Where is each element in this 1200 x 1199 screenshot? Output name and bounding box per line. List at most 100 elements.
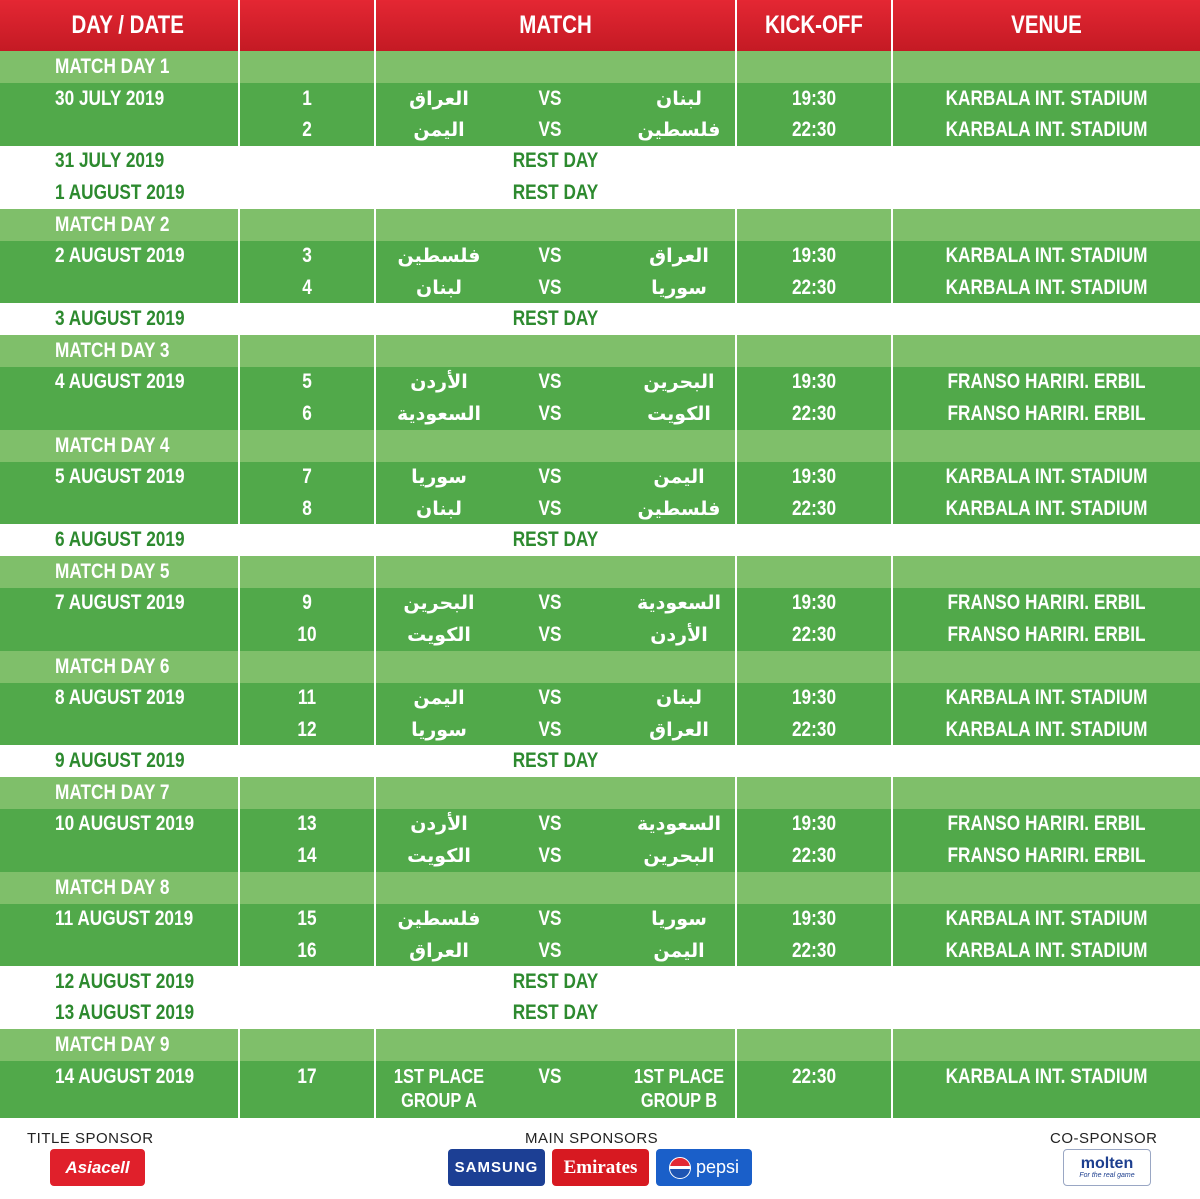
kickoff-time: 19:30 — [791, 86, 837, 110]
vs-label: VS — [538, 370, 562, 394]
column-divider — [891, 1061, 893, 1125]
column-divider — [891, 51, 893, 83]
molten-logo: molten For the real game — [1063, 1149, 1151, 1186]
team-home: لبنان — [656, 687, 702, 710]
column-divider — [735, 776, 737, 809]
column-divider — [735, 461, 737, 493]
team-away: سوريا — [411, 718, 467, 741]
column-divider — [374, 555, 376, 588]
match-date: 10 AUGUST 2019 — [55, 812, 195, 836]
team-home: السعودية — [636, 592, 722, 615]
match-day-row: MATCH DAY 4 — [0, 429, 1200, 462]
column-divider — [891, 493, 893, 525]
match-day-row: MATCH DAY 9 — [0, 1029, 1200, 1062]
column-divider — [374, 240, 376, 272]
vs-label: VS — [538, 622, 562, 646]
column-divider — [374, 935, 376, 967]
team-home: العراق — [649, 245, 709, 268]
header-day-date: DAY / DATE — [0, 0, 238, 51]
column-divider — [238, 51, 240, 83]
match-day-row: MATCH DAY 2 — [0, 208, 1200, 241]
column-divider — [238, 840, 240, 872]
column-divider — [735, 83, 737, 115]
kickoff-time: 19:30 — [791, 370, 837, 394]
team-home: 1ST PLACE GROUP B — [633, 1066, 725, 1113]
column-divider — [735, 493, 737, 525]
molten-tagline: For the real game — [1079, 1172, 1135, 1179]
column-divider — [374, 83, 376, 115]
column-divider — [735, 555, 737, 588]
match-number: 3 — [302, 244, 312, 268]
column-divider — [374, 840, 376, 872]
header-match: MATCH — [376, 0, 735, 51]
column-divider — [238, 240, 240, 272]
column-divider — [735, 682, 737, 714]
venue-name: KARBALA INT. STADIUM — [945, 938, 1148, 962]
team-away: العراق — [409, 87, 469, 110]
column-divider — [238, 461, 240, 493]
kickoff-time: 19:30 — [791, 591, 837, 615]
team-home: فلسطين — [637, 119, 721, 142]
column-divider — [891, 461, 893, 493]
column-divider — [238, 776, 240, 809]
rest-day-label: REST DAY — [512, 149, 599, 173]
venue-name: KARBALA INT. STADIUM — [945, 275, 1148, 299]
column-divider — [374, 366, 376, 399]
header-kickoff-label: KICK-OFF — [765, 11, 863, 39]
vs-label: VS — [538, 843, 562, 867]
molten-logo-text: molten — [1080, 1155, 1134, 1172]
header-day-date-label: DAY / DATE — [71, 11, 184, 39]
emirates-logo-text: Emirates — [563, 1156, 638, 1178]
match-number: 9 — [302, 591, 312, 615]
kickoff-time: 19:30 — [791, 686, 837, 710]
column-divider — [735, 808, 737, 841]
column-divider — [735, 619, 737, 651]
column-divider — [891, 587, 893, 620]
vs-label: VS — [538, 717, 562, 741]
column-divider — [374, 1061, 376, 1125]
rest-day-label: REST DAY — [512, 180, 599, 204]
match-row: 14 AUGUST 2019 17 22:30 KARBALA INT. STADIU… — [0, 1061, 1200, 1125]
column-divider — [891, 83, 893, 115]
match-row: 14 22:30 FRANSO HARIRI. ERBIL VS الكويت البحر… — [0, 840, 1200, 872]
match-number: 8 — [302, 496, 312, 520]
column-divider — [891, 808, 893, 841]
column-divider — [374, 208, 376, 241]
rest-day-date: 9 AUGUST 2019 — [55, 749, 185, 773]
team-home: الكويت — [647, 402, 711, 425]
kickoff-time: 22:30 — [791, 118, 837, 142]
match-date: 5 AUGUST 2019 — [55, 465, 185, 489]
column-divider — [238, 808, 240, 841]
column-divider — [891, 619, 893, 651]
match-day-label: MATCH DAY 8 — [55, 875, 170, 899]
vs-label: VS — [538, 118, 562, 142]
team-home: السعودية — [636, 813, 722, 836]
column-divider — [891, 366, 893, 399]
kickoff-time: 22:30 — [791, 717, 837, 741]
team-home: سوريا — [651, 276, 707, 299]
rest-day-row: 3 AUGUST 2019 REST DAY — [0, 303, 1200, 335]
team-away: 1ST PLACE GROUP A — [393, 1066, 485, 1113]
column-divider — [735, 429, 737, 462]
rest-day-label: REST DAY — [512, 749, 599, 773]
column-divider — [374, 272, 376, 304]
rest-day-date: 31 JULY 2019 — [55, 149, 165, 173]
column-divider — [891, 776, 893, 809]
team-home: العراق — [649, 718, 709, 741]
column-divider — [735, 334, 737, 367]
venue-name: KARBALA INT. STADIUM — [945, 717, 1148, 741]
vs-label: VS — [538, 86, 562, 110]
match-row: 4 22:30 KARBALA INT. STADIUM VS لبنان سوريا — [0, 272, 1200, 304]
match-date: 8 AUGUST 2019 — [55, 686, 185, 710]
column-divider — [238, 272, 240, 304]
column-divider — [891, 682, 893, 714]
match-number: 6 — [302, 401, 312, 425]
venue-name: KARBALA INT. STADIUM — [945, 118, 1148, 142]
pepsi-logo-text: pepsi — [695, 1157, 740, 1177]
column-divider — [735, 208, 737, 241]
column-divider — [891, 871, 893, 904]
samsung-logo: SAMSUNG — [448, 1149, 545, 1186]
match-row: 8 AUGUST 2019 11 19:30 KARBALA INT. STADIUM… — [0, 682, 1200, 714]
column-divider — [891, 840, 893, 872]
column-divider — [238, 1029, 240, 1062]
